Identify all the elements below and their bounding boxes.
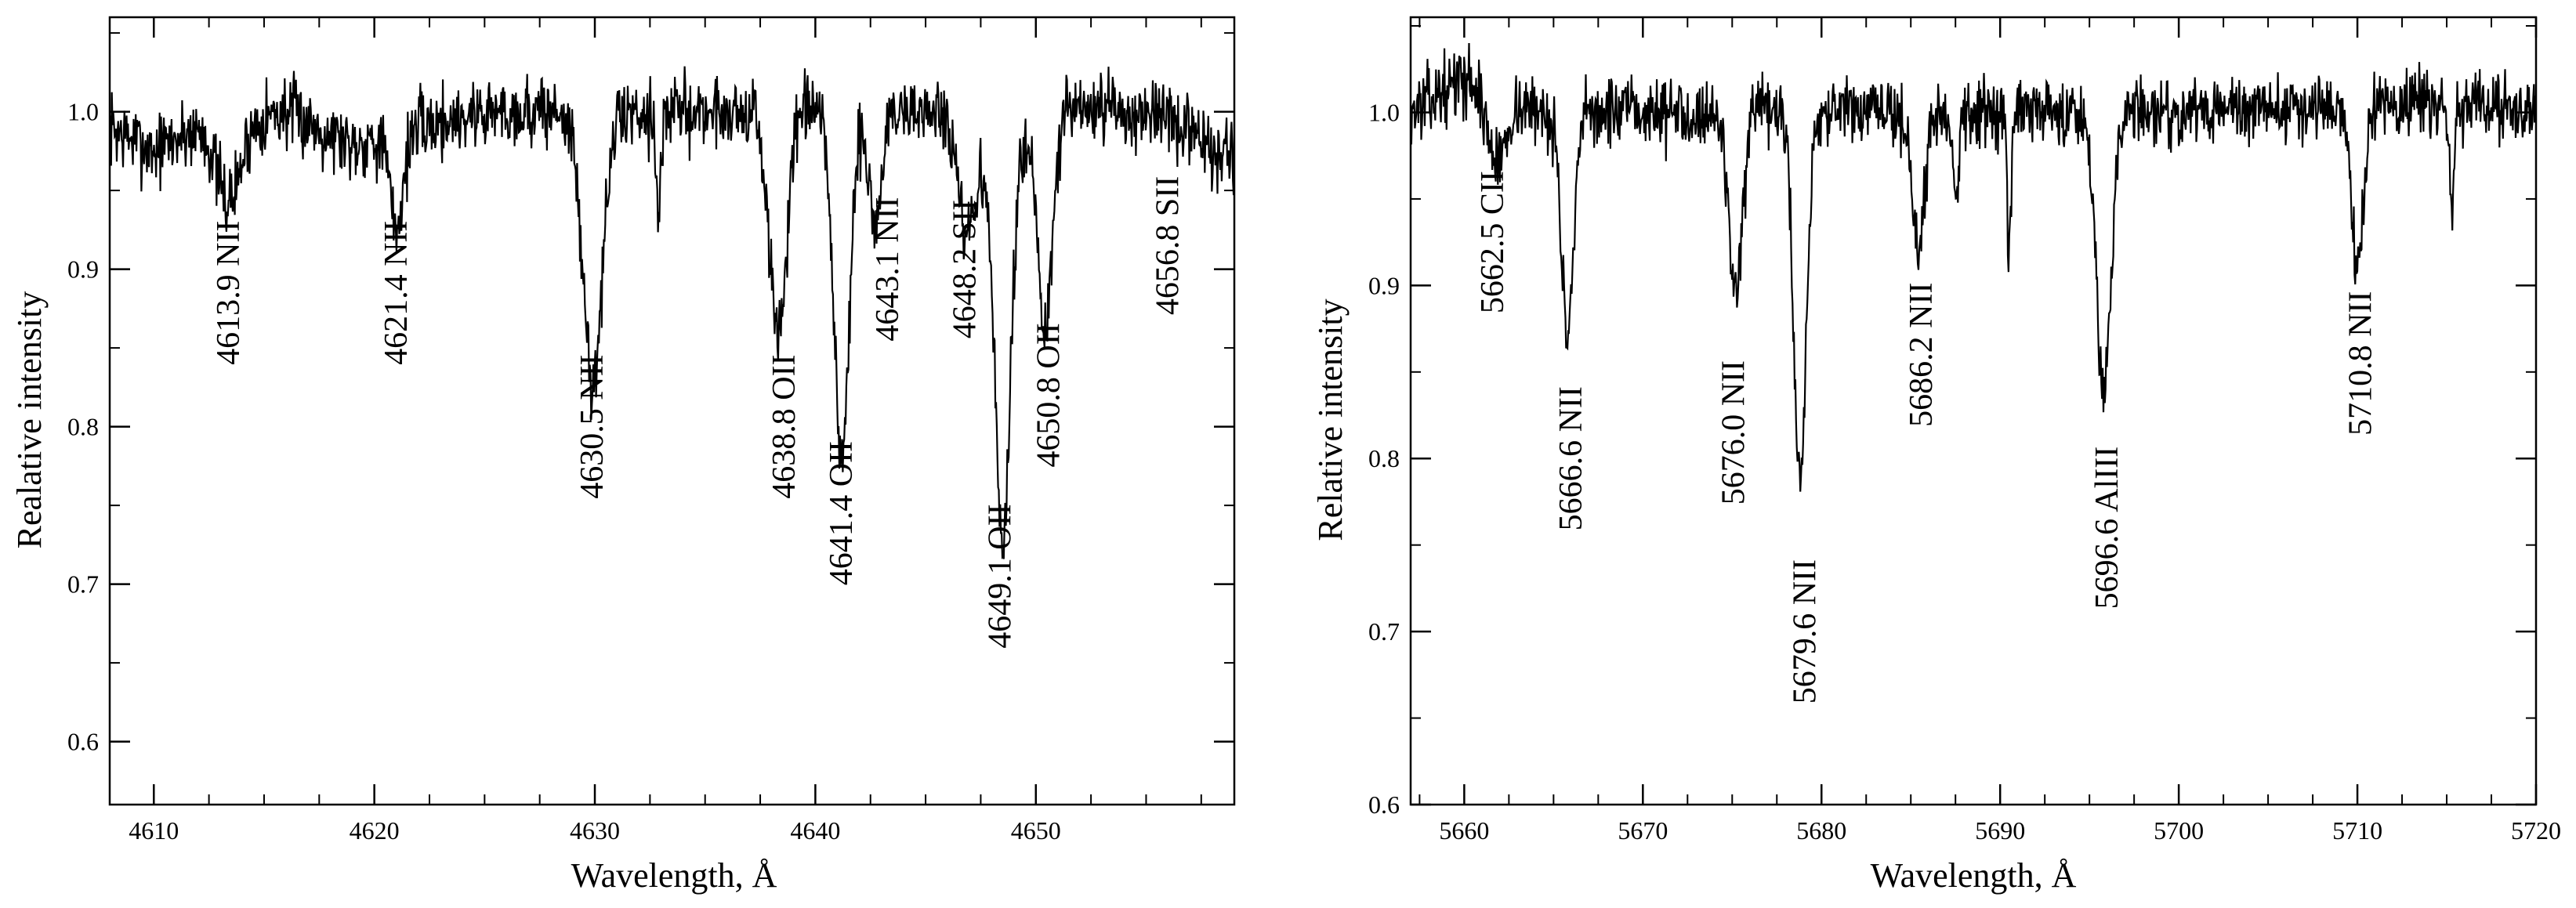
right-plot-frame — [1409, 16, 2538, 806]
left-x-tick-label: 4610 — [129, 816, 179, 845]
left-line-annotation: 4613.9 NII — [211, 221, 247, 365]
right-line-annotation: 5679.6 NII — [1788, 559, 1824, 704]
right-x-tick-label: 5710 — [2332, 816, 2382, 845]
right-y-tick-label: 0.9 — [1368, 271, 1400, 299]
left-spectrum-line — [110, 66, 1234, 559]
left-y-tick-label: 0.9 — [67, 255, 99, 284]
left-y-tick-label: 0.8 — [67, 413, 99, 441]
left-line-annotation: 4656.8 SII — [1150, 176, 1187, 315]
left-line-annotation: 4648.2 SII — [947, 200, 984, 338]
right-x-axis-label: Wavelength, Å — [1871, 856, 2077, 895]
left-line-annotation: 4630.5 NII — [574, 354, 610, 498]
left-x-tick-label: 4640 — [790, 816, 840, 845]
right-y-tick-label: 0.8 — [1368, 444, 1400, 472]
right-line-annotation: 5676.0 NII — [1716, 360, 1752, 505]
right-x-tick-label: 5690 — [1975, 816, 2025, 845]
right-line-annotation: 5666.6 NII — [1553, 386, 1589, 530]
left-y-axis-label: Realative intensity — [10, 291, 49, 549]
left-line-annotation: 4641.4 OII — [824, 441, 860, 585]
right-line-annotation: 5686.2 NII — [1904, 283, 1940, 427]
right-y-tick-label: 0.7 — [1368, 617, 1400, 646]
left-line-annotation: 4649.1 OII — [983, 504, 1019, 648]
right-x-tick-label: 5700 — [2154, 816, 2204, 845]
right-line-annotation: 5696.6 AlIII — [2089, 447, 2125, 610]
left-line-annotation: 4650.8 OII — [1031, 323, 1067, 467]
left-y-tick-label: 0.6 — [67, 728, 99, 756]
left-x-tick-label: 4630 — [570, 816, 620, 845]
right-x-tick-label: 5680 — [1796, 816, 1846, 845]
left-line-annotation: 4643.1 NII — [870, 197, 906, 341]
right-x-tick-label: 5660 — [1439, 816, 1489, 845]
right-x-tick-label: 5720 — [2511, 816, 2561, 845]
left-plot-frame — [108, 16, 1236, 806]
right-y-tick-label: 1.0 — [1368, 98, 1400, 126]
left-line-annotation: 4638.8 OII — [766, 354, 803, 498]
left-y-tick-label: 0.7 — [67, 570, 99, 599]
right-x-tick-label: 5670 — [1618, 816, 1668, 845]
left-x-tick-label: 4650 — [1011, 816, 1061, 845]
right-spectrum-panel: Wavelength, Å Relative intensity 5660 567… — [1311, 16, 2561, 895]
left-x-tick-label: 4620 — [350, 816, 400, 845]
right-line-annotation: 5662.5 CII — [1475, 171, 1511, 313]
right-y-axis-label: Relative intensity — [1311, 298, 1350, 541]
left-spectrum-panel: Wavelength, Å Realative intensity 4610 46… — [10, 16, 1236, 895]
left-y-tick-label: 1.0 — [67, 98, 99, 126]
right-line-annotation: 5710.8 NII — [2343, 291, 2379, 436]
right-y-tick-label: 0.6 — [1368, 790, 1400, 819]
left-x-axis-label: Wavelength, Å — [571, 856, 777, 895]
right-spectrum-line — [1411, 42, 2536, 492]
left-line-annotation: 4621.4 NII — [379, 221, 415, 365]
